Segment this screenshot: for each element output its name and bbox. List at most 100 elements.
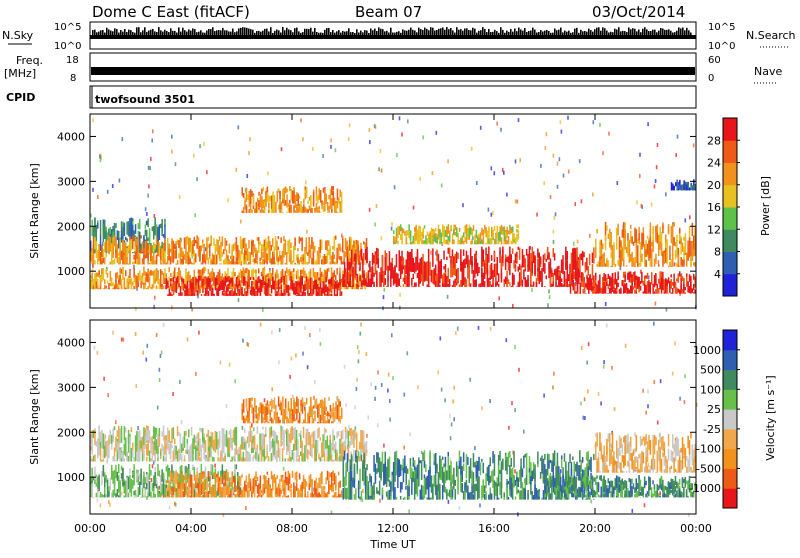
band-cell-1: [261, 244, 263, 249]
band-cell-1: [101, 494, 103, 498]
band-cell-7: [571, 275, 573, 280]
band-cell-4: [327, 202, 329, 206]
band-cell-0: [338, 457, 340, 462]
band-cell-1: [187, 236, 189, 245]
band-cell-0: [139, 440, 141, 449]
band-cell-1: [118, 257, 120, 264]
band-cell-0: [175, 446, 177, 455]
band-cell-1: [133, 255, 135, 260]
band-cell-7: [633, 273, 635, 281]
band-cell-0: [146, 457, 148, 462]
band-cell-3: [339, 285, 341, 296]
band-cell-5: [456, 280, 458, 283]
band-cell-0: [226, 430, 228, 447]
band-cell-5: [511, 286, 513, 287]
scatter-cell: [598, 392, 600, 396]
nsky-bar: [604, 28, 606, 36]
band-cell-5: [429, 262, 431, 276]
colorbar-tick-label: 24: [707, 157, 721, 170]
nsky-bar: [618, 27, 620, 36]
scatter-cell: [506, 193, 508, 197]
nsky-bar: [194, 29, 196, 36]
band-cell-3: [167, 281, 169, 288]
band-cell-8: [596, 229, 598, 233]
band-cell-2: [355, 284, 357, 290]
band-cell-3: [232, 278, 234, 287]
band-cell-5: [456, 269, 458, 285]
band-cell-5: [532, 247, 534, 262]
band-cell-0: [216, 436, 218, 450]
band-cell-5: [543, 255, 545, 265]
nsky-bar: [138, 27, 140, 36]
band-cell-1: [114, 259, 116, 265]
band-cell-0: [118, 449, 120, 459]
band-cell-3: [285, 284, 287, 295]
scatter-cell: [193, 154, 195, 158]
band-cell-0: [196, 434, 198, 439]
band-cell-0: [350, 439, 352, 445]
band-cell-5: [355, 257, 357, 275]
band-cell-0: [262, 427, 264, 430]
band-cell-1: [243, 238, 245, 245]
band-cell-1: [93, 256, 95, 264]
band-cell-7: [626, 291, 628, 294]
scatter-cell: [366, 352, 368, 356]
band-cell-1: [149, 263, 151, 264]
band-cell-4: [256, 202, 258, 213]
band-cell-1: [91, 468, 93, 481]
band-cell-1: [98, 475, 100, 492]
band-cell-1: [297, 248, 299, 251]
band-cell-8: [673, 237, 675, 242]
band-cell-2: [121, 285, 123, 289]
band-cell-7: [608, 274, 610, 279]
band-cell-5: [445, 274, 447, 287]
scatter-cell: [260, 323, 262, 327]
scatter-cell: [555, 212, 557, 216]
band-cell-6: [418, 237, 420, 244]
band-cell-0: [100, 458, 102, 462]
band-cell-3: [318, 278, 320, 281]
scatter-cell: [592, 193, 594, 197]
band-cell-5: [351, 286, 353, 287]
scatter-cell: [447, 295, 449, 299]
band-cell-1: [110, 262, 112, 265]
band-cell-6: [393, 230, 395, 234]
band-cell-0: [124, 458, 126, 461]
band-cell-7: [693, 274, 695, 280]
band-cell-5: [565, 247, 567, 260]
band-cell-3: [330, 284, 332, 292]
band-cell-5: [494, 252, 496, 259]
band-cell-8: [606, 260, 608, 267]
scatter-cell: [684, 374, 686, 378]
band-cell-5: [401, 261, 403, 265]
band-cell-2: [317, 272, 319, 275]
scatter-cell: [376, 204, 378, 208]
band-cell-0: [118, 236, 120, 248]
band-cell-0: [199, 428, 201, 432]
band-cell-5: [474, 280, 476, 287]
band-cell-1: [223, 249, 225, 254]
band-cell-1: [216, 240, 218, 248]
band-cell-5: [411, 255, 413, 272]
band-cell-5: [537, 273, 539, 281]
band-cell-5: [571, 253, 573, 273]
band-cell-6: [456, 227, 458, 237]
band-cell-0: [317, 440, 319, 454]
band-cell-0: [122, 227, 124, 236]
band-cell-7: [570, 273, 572, 285]
band-cell-4: [271, 209, 273, 213]
band-cell-3: [255, 280, 256, 290]
band-cell-1: [248, 262, 250, 265]
band-cell-5: [555, 271, 557, 287]
band-cell-3: [276, 294, 278, 296]
band-cell-2: [304, 271, 306, 276]
band-cell-0: [171, 445, 173, 448]
band-cell-6: [435, 228, 437, 232]
band-cell-5: [544, 286, 546, 287]
band-cell-5: [460, 280, 462, 287]
band-cell-6: [511, 241, 512, 245]
scatter-cell: [112, 331, 114, 335]
band-cell-5: [576, 247, 578, 260]
nsky-bar: [594, 29, 596, 36]
band-cell-9: [671, 188, 673, 191]
